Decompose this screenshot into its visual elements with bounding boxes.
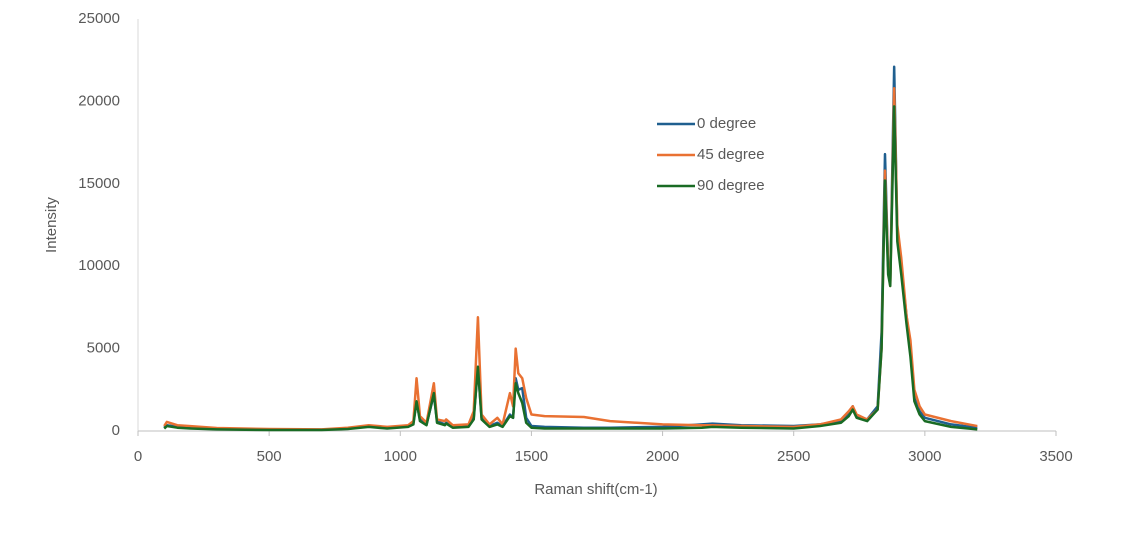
- x-tick-label: 0: [134, 448, 142, 465]
- x-axis-label: Raman shift(cm-1): [534, 481, 657, 498]
- legend-label: 90 degree: [697, 177, 765, 194]
- y-tick-label: 5000: [87, 340, 120, 357]
- legend-label: 0 degree: [697, 115, 756, 132]
- y-tick-label: 25000: [78, 10, 120, 27]
- series-line: [163, 65, 978, 431]
- x-tick-label: 2000: [646, 448, 679, 465]
- legend-label: 45 degree: [697, 146, 765, 163]
- x-tick-label: 3000: [908, 448, 941, 465]
- x-tick-label: 3500: [1039, 448, 1072, 465]
- y-axis-label: Intensity: [43, 197, 60, 253]
- series-line: [163, 105, 978, 432]
- x-tick-label: 1500: [515, 448, 548, 465]
- y-tick-label: 0: [112, 422, 120, 439]
- series-line: [163, 86, 978, 431]
- x-tick-label: 1000: [384, 448, 417, 465]
- y-tick-label: 15000: [78, 175, 120, 192]
- y-tick-label: 20000: [78, 92, 120, 109]
- y-tick-label: 10000: [78, 257, 120, 274]
- x-tick-label: 2500: [777, 448, 810, 465]
- x-tick-label: 500: [257, 448, 282, 465]
